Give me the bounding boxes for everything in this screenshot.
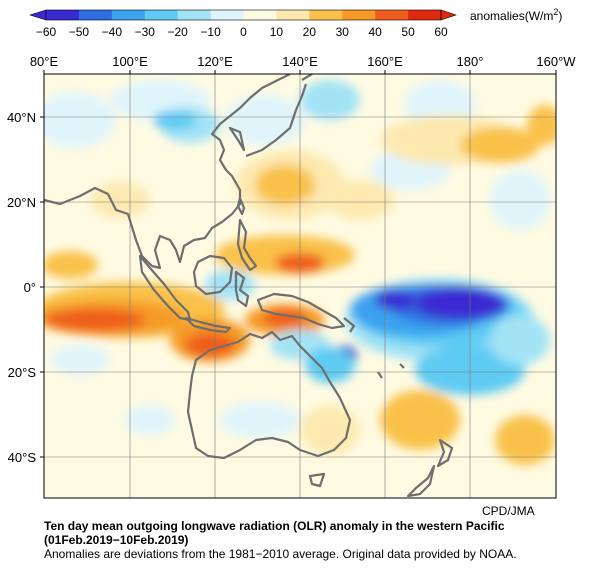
lon-label-100e: 100°E (112, 54, 148, 69)
lon-label-160w: 160°W (536, 54, 576, 69)
colorbar-tick-label: 40 (368, 25, 382, 39)
colorbar-segment (309, 10, 343, 20)
caption-period: (01Feb.2019−10Feb.2019) (44, 533, 189, 547)
colorbar-tick-label: −20 (167, 25, 188, 39)
colorbar-left-arrow (28, 9, 47, 21)
coastlines (44, 74, 454, 498)
colorbar-tick-label: 50 (401, 25, 415, 39)
colorbar-unit-label: anomalies(W/m2) (470, 7, 562, 23)
colorbar-tick-label: −30 (135, 25, 156, 39)
lon-label-120e: 120°E (197, 54, 233, 69)
latitude-labels: 40°N 20°N 0° 20°S 40°S (7, 110, 36, 465)
credit-label: CPD/JMA (482, 504, 535, 518)
colorbar-tick-label: 20 (303, 25, 317, 39)
colorbar-segment (375, 10, 409, 20)
lon-label-140e: 140°E (282, 54, 318, 69)
colorbar-segment (144, 10, 178, 20)
colorbar-tick-labels: −60 −50 −40 −30 −20 −10 0 10 20 30 40 50 60 (36, 25, 448, 39)
colorbar-segment (210, 10, 244, 20)
lat-label-40n: 40°N (7, 110, 36, 125)
lat-label-40s: 40°S (8, 450, 37, 465)
colorbar-segment (276, 10, 310, 20)
caption-note: Anomalies are deviations from the 1981−2… (44, 547, 517, 561)
lat-label-20n: 20°N (7, 195, 36, 210)
colorbar-tick-label: 60 (434, 25, 448, 39)
figure-caption: Ten day mean outgoing longwave radiation… (44, 519, 600, 561)
colorbar-segment (78, 10, 113, 20)
colorbar-segment (46, 10, 80, 20)
longitude-labels: 80°E 100°E 120°E 140°E 160°E 180° 160°W (30, 54, 576, 69)
colorbar-tick-label: 30 (336, 25, 350, 39)
colorbar-segment (177, 10, 211, 20)
lat-label-20s: 20°S (8, 365, 37, 380)
colorbar-tick-label: −50 (69, 25, 90, 39)
colorbar-tick-label: −40 (102, 25, 123, 39)
colorbar-segment (408, 10, 442, 20)
colorbar-segment (243, 10, 277, 20)
colorbar-segment (342, 10, 376, 20)
colorbar-segments (46, 10, 442, 20)
lat-label-0: 0° (24, 280, 36, 295)
colorbar-segment (111, 10, 146, 20)
colorbar: −60 −50 −40 −30 −20 −10 0 10 20 30 40 50 60 anomalie… (28, 7, 562, 39)
lon-label-160e: 160°E (367, 54, 403, 69)
caption-title: Ten day mean outgoing longwave radiation… (44, 519, 505, 533)
colorbar-tick-label: 0 (240, 25, 247, 39)
lon-label-80e: 80°E (30, 54, 59, 69)
lon-label-180: 180° (457, 54, 484, 69)
axis-ticks (40, 70, 557, 458)
graticule (44, 74, 556, 498)
colorbar-frame (45, 9, 442, 21)
colorbar-tick-label: −60 (36, 25, 57, 39)
map-panel: 80°E 100°E 120°E 140°E 160°E 180° 160°W … (7, 54, 576, 499)
colorbar-tick-label: 10 (270, 25, 284, 39)
colorbar-tick-label: −10 (200, 25, 221, 39)
colorbar-right-arrow (440, 9, 457, 21)
